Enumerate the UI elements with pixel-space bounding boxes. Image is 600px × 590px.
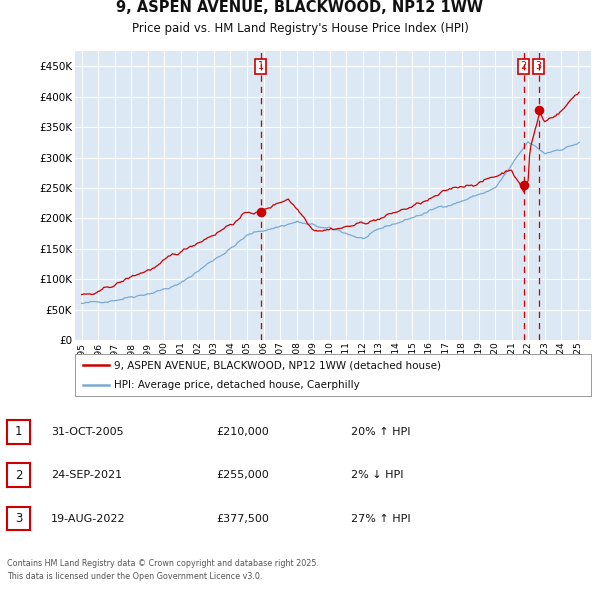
Text: £210,000: £210,000 [216, 427, 269, 437]
Text: 3: 3 [15, 512, 22, 525]
Text: 3: 3 [536, 61, 542, 71]
Text: 9, ASPEN AVENUE, BLACKWOOD, NP12 1WW: 9, ASPEN AVENUE, BLACKWOOD, NP12 1WW [116, 0, 484, 15]
Text: 20% ↑ HPI: 20% ↑ HPI [351, 427, 410, 437]
Text: 2: 2 [521, 61, 527, 71]
Text: This data is licensed under the Open Government Licence v3.0.: This data is licensed under the Open Gov… [7, 572, 263, 581]
Point [256, 208, 266, 217]
Text: £255,000: £255,000 [216, 470, 269, 480]
Text: 1: 1 [257, 61, 264, 71]
Point [534, 106, 544, 115]
Text: 19-AUG-2022: 19-AUG-2022 [51, 513, 125, 523]
Point [519, 180, 529, 189]
Text: HPI: Average price, detached house, Caerphilly: HPI: Average price, detached house, Caer… [114, 380, 359, 390]
Text: Contains HM Land Registry data © Crown copyright and database right 2025.: Contains HM Land Registry data © Crown c… [7, 559, 319, 568]
Text: 9, ASPEN AVENUE, BLACKWOOD, NP12 1WW (detached house): 9, ASPEN AVENUE, BLACKWOOD, NP12 1WW (de… [114, 360, 440, 371]
Text: 2: 2 [15, 468, 22, 482]
Text: 31-OCT-2005: 31-OCT-2005 [51, 427, 124, 437]
Text: 24-SEP-2021: 24-SEP-2021 [51, 470, 122, 480]
Text: Price paid vs. HM Land Registry's House Price Index (HPI): Price paid vs. HM Land Registry's House … [131, 22, 469, 35]
Text: 1: 1 [15, 425, 22, 438]
Text: £377,500: £377,500 [216, 513, 269, 523]
Text: 27% ↑ HPI: 27% ↑ HPI [351, 513, 410, 523]
Text: 2% ↓ HPI: 2% ↓ HPI [351, 470, 404, 480]
